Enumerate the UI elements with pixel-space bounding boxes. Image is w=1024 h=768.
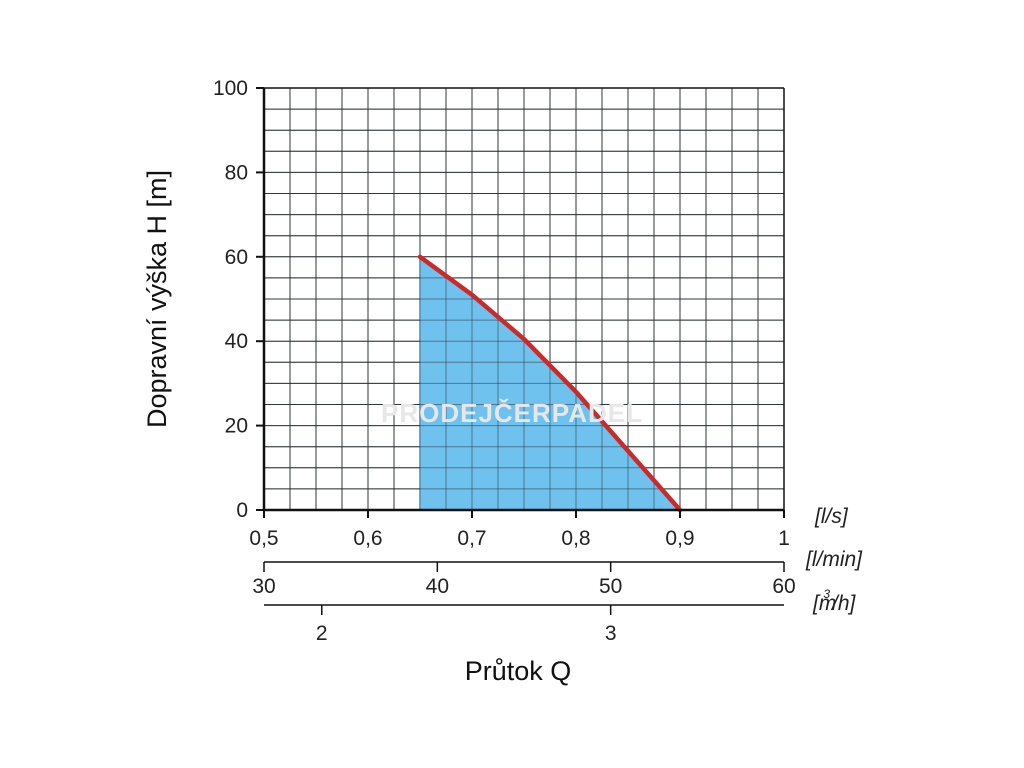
y-tick-label: 20 <box>225 415 248 438</box>
x-tick-label: 0,9 <box>665 527 694 550</box>
axes: 0 20 40 60 80 100 0,5 0,6 0,7 0,8 0,9 1 [l/s] 30 40 50 6… <box>213 77 863 645</box>
y-tick-label: 40 <box>225 330 248 353</box>
watermark: PRODEJČERPADEL <box>381 398 643 428</box>
x-unit-ls: [l/s] <box>814 505 849 528</box>
x-lmin-tick-label: 60 <box>772 575 795 598</box>
y-tick-label: 60 <box>225 246 248 269</box>
x-tick-label: 0,7 <box>457 527 486 550</box>
x-lmin-tick-label: 30 <box>252 575 275 598</box>
operating-area <box>263 87 785 511</box>
y-tick-label: 80 <box>225 161 248 184</box>
x-axis-label: Průtok Q <box>465 656 572 686</box>
y-tick-label: 0 <box>236 499 248 522</box>
x-m3h-tick-label: 2 <box>316 622 328 645</box>
watermark-text: PRODEJČERPADEL <box>381 398 643 428</box>
y-tick-label: 100 <box>213 77 248 100</box>
x-tick-label: 0,5 <box>249 527 278 550</box>
x-unit-m3h: [m3/h] <box>812 587 857 615</box>
x-m3h-tick-label: 3 <box>605 622 617 645</box>
x-lmin-tick-label: 50 <box>599 575 622 598</box>
curve-line <box>417 254 683 513</box>
x-unit-lmin: [l/min] <box>805 548 863 571</box>
performance-curve <box>417 254 683 513</box>
x-tick-label: 0,8 <box>561 527 590 550</box>
y-axis-label: Dopravní výška H [m] <box>142 170 172 428</box>
x-lmin-tick-label: 40 <box>426 575 449 598</box>
grid-overlay <box>263 87 785 511</box>
x-tick-label: 0,6 <box>353 527 382 550</box>
x-tick-label: 1 <box>778 527 790 550</box>
